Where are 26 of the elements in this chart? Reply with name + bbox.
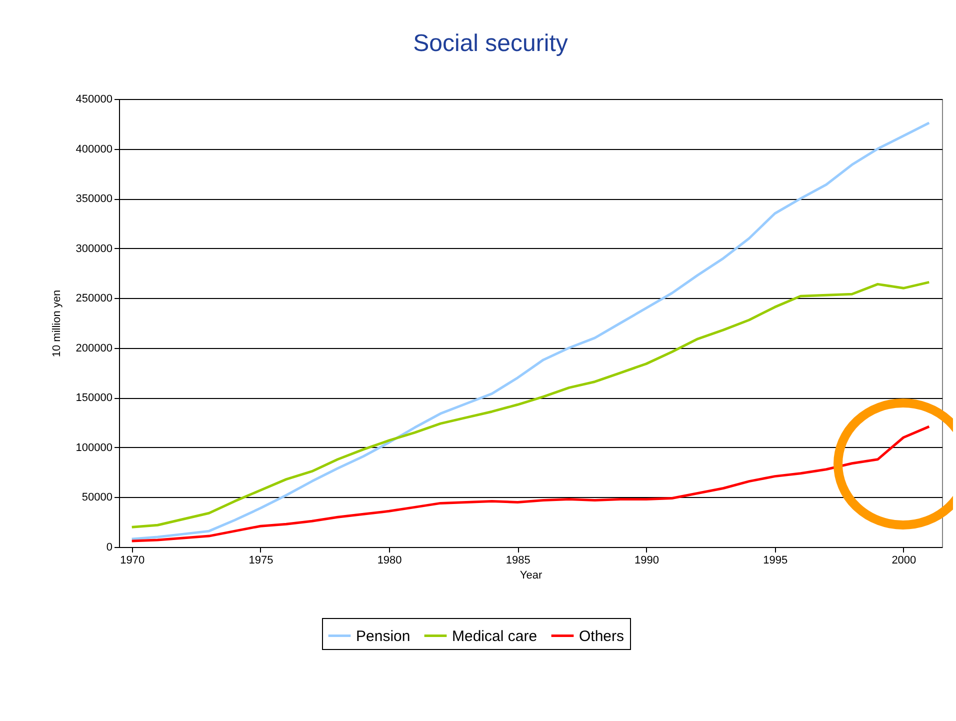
x-tick-label: 1985 <box>506 554 530 566</box>
x-tick-label: 1995 <box>763 554 788 566</box>
y-tick-label: 150000 <box>76 392 112 404</box>
y-tick-label: 100000 <box>76 442 112 454</box>
x-tick-label: 1990 <box>634 554 659 566</box>
chart-title: Social security <box>413 30 568 57</box>
y-tick-label: 200000 <box>76 342 112 354</box>
y-tick-label: 450000 <box>76 94 112 106</box>
line-series <box>130 280 930 528</box>
y-tick-label: 400000 <box>76 143 112 156</box>
x-tick-label: 1970 <box>120 554 145 566</box>
x-tick-label: 1975 <box>248 554 274 566</box>
x-tick-label: 1980 <box>377 554 402 566</box>
legend-label: Pension <box>356 628 410 645</box>
y-tick-label: 50000 <box>82 492 112 504</box>
x-axis-title: Year <box>520 570 542 582</box>
y-tick-label: 300000 <box>76 242 112 255</box>
y-tick-label: 0 <box>106 542 112 554</box>
legend-label: Others <box>579 628 624 645</box>
line-series <box>130 425 930 542</box>
legend-label: Medical care <box>452 628 538 645</box>
x-tick-label: 2000 <box>892 554 916 566</box>
line-series <box>130 122 930 540</box>
y-tick-label: 250000 <box>76 292 112 305</box>
y-axis-title: 10 million yen <box>50 290 63 358</box>
y-tick-label: 350000 <box>76 193 112 206</box>
